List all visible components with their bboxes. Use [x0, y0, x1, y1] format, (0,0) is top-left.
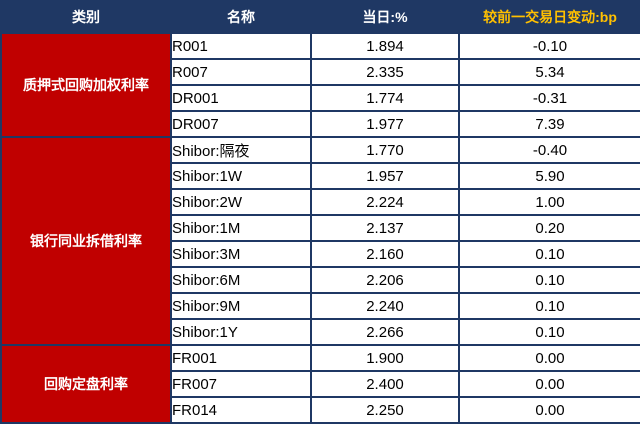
value-cell: 2.266	[310, 318, 460, 346]
value-cell: 2.206	[310, 266, 460, 294]
value-cell: 1.770	[310, 136, 460, 164]
table-row: 回购定盘利率 FR001 1.900 0.00	[0, 344, 640, 424]
name-cell: FR014	[170, 396, 312, 424]
table-row: Shibor:1M 2.137 0.20	[1, 214, 640, 242]
table-row: Shibor:6M 2.206 0.10	[1, 266, 640, 294]
change-cell: -0.40	[458, 136, 640, 164]
table-row: 银行同业拆借利率 Shibor:隔夜 1.770 -0.40	[0, 136, 640, 346]
value-cell: 2.224	[310, 188, 460, 216]
change-cell: 5.34	[458, 58, 640, 86]
value-cell: 1.774	[310, 84, 460, 112]
change-cell: 7.39	[458, 110, 640, 138]
change-cell: 1.00	[458, 188, 640, 216]
name-cell: Shibor:1Y	[170, 318, 312, 346]
value-cell: 1.900	[310, 344, 460, 372]
change-cell: 0.00	[458, 344, 640, 372]
name-cell: Shibor:9M	[170, 292, 312, 320]
name-cell: Shibor:1W	[170, 162, 312, 190]
change-cell: 0.10	[458, 266, 640, 294]
header-value: 当日:%	[310, 0, 460, 34]
table-row: Shibor:2W 2.224 1.00	[1, 188, 640, 216]
value-cell: 1.894	[310, 32, 460, 60]
change-cell: -0.10	[458, 32, 640, 60]
change-cell: 0.10	[458, 318, 640, 346]
name-cell: DR007	[170, 110, 312, 138]
value-cell: 2.400	[310, 370, 460, 398]
change-cell: 0.00	[458, 370, 640, 398]
value-cell: 2.160	[310, 240, 460, 268]
name-cell: Shibor:隔夜	[170, 136, 312, 164]
name-cell: FR007	[170, 370, 312, 398]
header-row: 类别 名称 当日:% 较前一交易日变动:bp	[0, 0, 640, 34]
header-name: 名称	[170, 0, 312, 34]
name-cell: Shibor:2W	[170, 188, 312, 216]
value-cell: 1.977	[310, 110, 460, 138]
header-category: 类别	[0, 0, 172, 34]
value-cell: 2.240	[310, 292, 460, 320]
table-row: Shibor:3M 2.160 0.10	[1, 240, 640, 268]
name-cell: Shibor:6M	[170, 266, 312, 294]
change-cell: -0.31	[458, 84, 640, 112]
change-cell: 0.00	[458, 396, 640, 424]
value-cell: 2.335	[310, 58, 460, 86]
header-change: 较前一交易日变动:bp	[458, 0, 640, 34]
value-cell: 2.137	[310, 214, 460, 242]
change-cell: 5.90	[458, 162, 640, 190]
table-row: DR001 1.774 -0.31	[1, 84, 640, 112]
value-cell: 1.957	[310, 162, 460, 190]
table-row: DR007 1.977 7.39	[1, 110, 640, 138]
table-row: FR007 2.400 0.00	[1, 370, 640, 398]
category-cell: 回购定盘利率	[0, 344, 172, 424]
change-cell: 0.20	[458, 214, 640, 242]
table-row: Shibor:1W 1.957 5.90	[1, 162, 640, 190]
table-row: Shibor:1Y 2.266 0.10	[1, 318, 640, 346]
category-cell: 质押式回购加权利率	[0, 32, 172, 138]
category-cell: 银行同业拆借利率	[0, 136, 172, 346]
table-body: 质押式回购加权利率 R001 1.894 -0.10 R007 2.335 5.34 DR00…	[0, 32, 640, 424]
change-cell: 0.10	[458, 292, 640, 320]
value-cell: 2.250	[310, 396, 460, 424]
name-cell: R007	[170, 58, 312, 86]
table-row: 质押式回购加权利率 R001 1.894 -0.10	[0, 32, 640, 138]
name-cell: FR001	[170, 344, 312, 372]
name-cell: DR001	[170, 84, 312, 112]
name-cell: Shibor:1M	[170, 214, 312, 242]
change-cell: 0.10	[458, 240, 640, 268]
name-cell: Shibor:3M	[170, 240, 312, 268]
table-row: Shibor:9M 2.240 0.10	[1, 292, 640, 320]
name-cell: R001	[170, 32, 312, 60]
